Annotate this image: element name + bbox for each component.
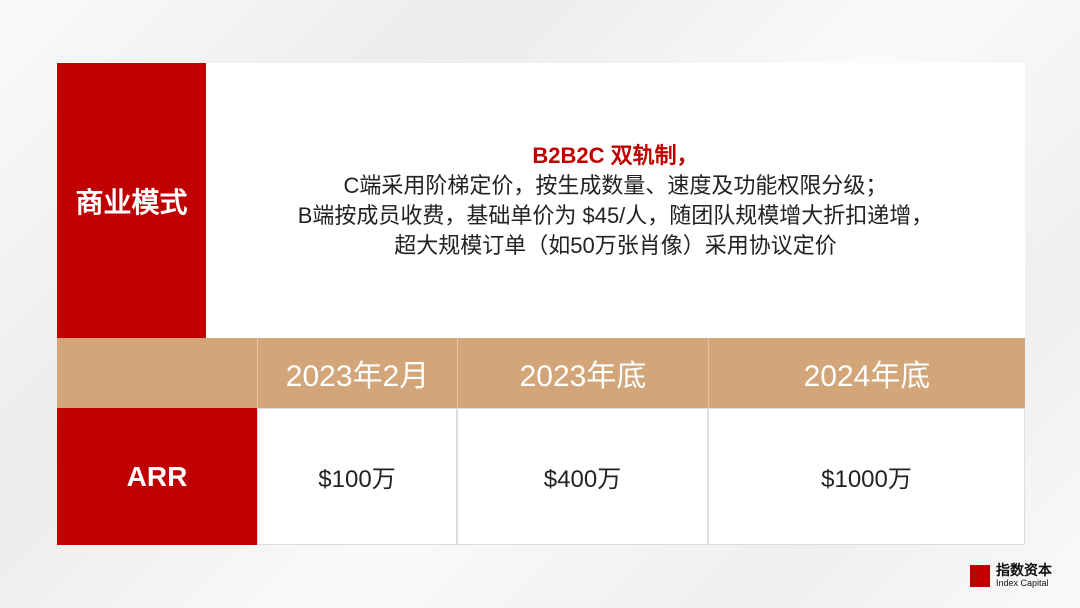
- logo-mark-icon: [970, 564, 990, 587]
- logo-cn: 指数资本: [996, 562, 1052, 578]
- arr-2024-end: $1000万: [708, 408, 1025, 545]
- arr-label: ARR: [57, 408, 257, 545]
- index-capital-logo: 指数资本 Index Capital: [970, 563, 1052, 588]
- model-line-c: C端采用阶梯定价，按生成数量、速度及功能权限分级；: [343, 172, 888, 198]
- arr-2023-end: $400万: [457, 408, 708, 545]
- logo-en: Index Capital: [996, 578, 1049, 588]
- model-line-large: 超大规模订单（如50万张肖像）采用协议定价: [394, 232, 837, 258]
- model-line-b: B端按成员收费，基础单价为 $45/人，随团队规模增大折扣递增，: [297, 202, 934, 228]
- header-empty: [57, 338, 257, 408]
- header-2024-end: 2024年底: [708, 338, 1025, 408]
- header-2023-feb: 2023年2月: [257, 338, 457, 408]
- header-2023-end: 2023年底: [457, 338, 708, 408]
- arr-2023-feb: $100万: [257, 408, 457, 545]
- business-model-description: B2B2C 双轨制， C端采用阶梯定价，按生成数量、速度及功能权限分级； B端按…: [206, 63, 1025, 338]
- model-headline: B2B2C 双轨制，: [532, 142, 699, 168]
- business-model-label: 商业模式: [57, 63, 206, 338]
